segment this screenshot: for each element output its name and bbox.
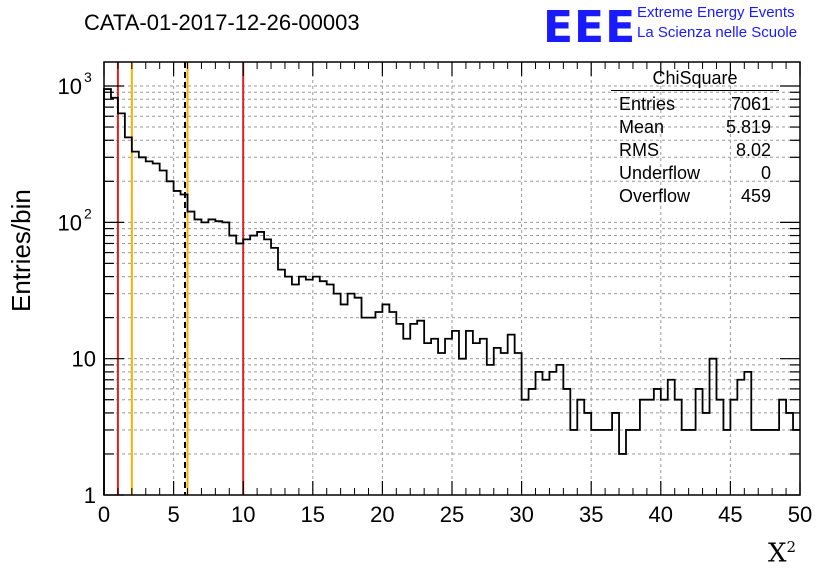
stats-row: RMS 8.02	[611, 139, 779, 162]
stats-label: RMS	[619, 140, 659, 160]
stats-value: 5.819	[725, 117, 771, 137]
stats-row: Underflow 0	[611, 162, 779, 185]
y-tick-label: 1	[84, 483, 96, 508]
x-axis-label: X2	[768, 538, 796, 569]
y-tick-label: 10	[72, 347, 96, 372]
stats-row: Overflow 459	[611, 185, 779, 208]
y-tick-exponent: 2	[84, 205, 92, 221]
stats-label: Entries	[619, 94, 676, 114]
stats-value: 459	[740, 186, 771, 206]
x-tick-label: 30	[509, 502, 533, 527]
y-tick-label: 10	[58, 74, 82, 99]
grid-lines	[104, 62, 800, 495]
plot-title: CATA-01-2017-12-26-00003	[84, 10, 360, 35]
x-tick-label: 15	[301, 502, 325, 527]
x-tick-label: 10	[231, 502, 255, 527]
histogram-series	[103, 88, 800, 495]
logo-line-1: Extreme Energy Events	[637, 4, 795, 21]
histogram-line	[103, 88, 800, 495]
x-tick-label: 45	[718, 502, 742, 527]
stats-value: 8.02	[735, 140, 771, 160]
x-tick-label: 25	[440, 502, 464, 527]
axis-ticks	[103, 62, 801, 496]
x-axis-label-sup: 2	[786, 538, 797, 556]
stats-value: 7061	[730, 94, 771, 114]
x-tick-label: 50	[788, 502, 812, 527]
reference-lines	[116, 62, 245, 495]
x-tick-label: 40	[649, 502, 673, 527]
stats-box: ChiSquare Entries 7061 Mean 5.819 RMS 8.02 …	[611, 68, 779, 208]
x-tick-label: 20	[370, 502, 394, 527]
stats-row: Entries 7061	[611, 93, 779, 116]
stats-box-title: ChiSquare	[611, 68, 779, 91]
stats-row: Mean 5.819	[611, 116, 779, 139]
stats-label: Mean	[619, 117, 665, 137]
x-tick-label: 0	[98, 502, 110, 527]
x-axis-label-text: X	[768, 538, 787, 569]
x-tick-label: 35	[579, 502, 603, 527]
stats-label: Underflow	[619, 163, 701, 183]
eee-logo: EEE	[543, 2, 637, 53]
y-tick-label: 10	[58, 210, 82, 235]
stats-label: Overflow	[619, 186, 691, 206]
y-tick-exponent: 3	[84, 69, 92, 85]
stats-value: 0	[760, 163, 771, 183]
x-tick-label: 5	[167, 502, 179, 527]
logo-line-2: La Scienza nelle Scuole	[637, 24, 798, 41]
y-axis-label: Entries/bin	[6, 189, 36, 312]
